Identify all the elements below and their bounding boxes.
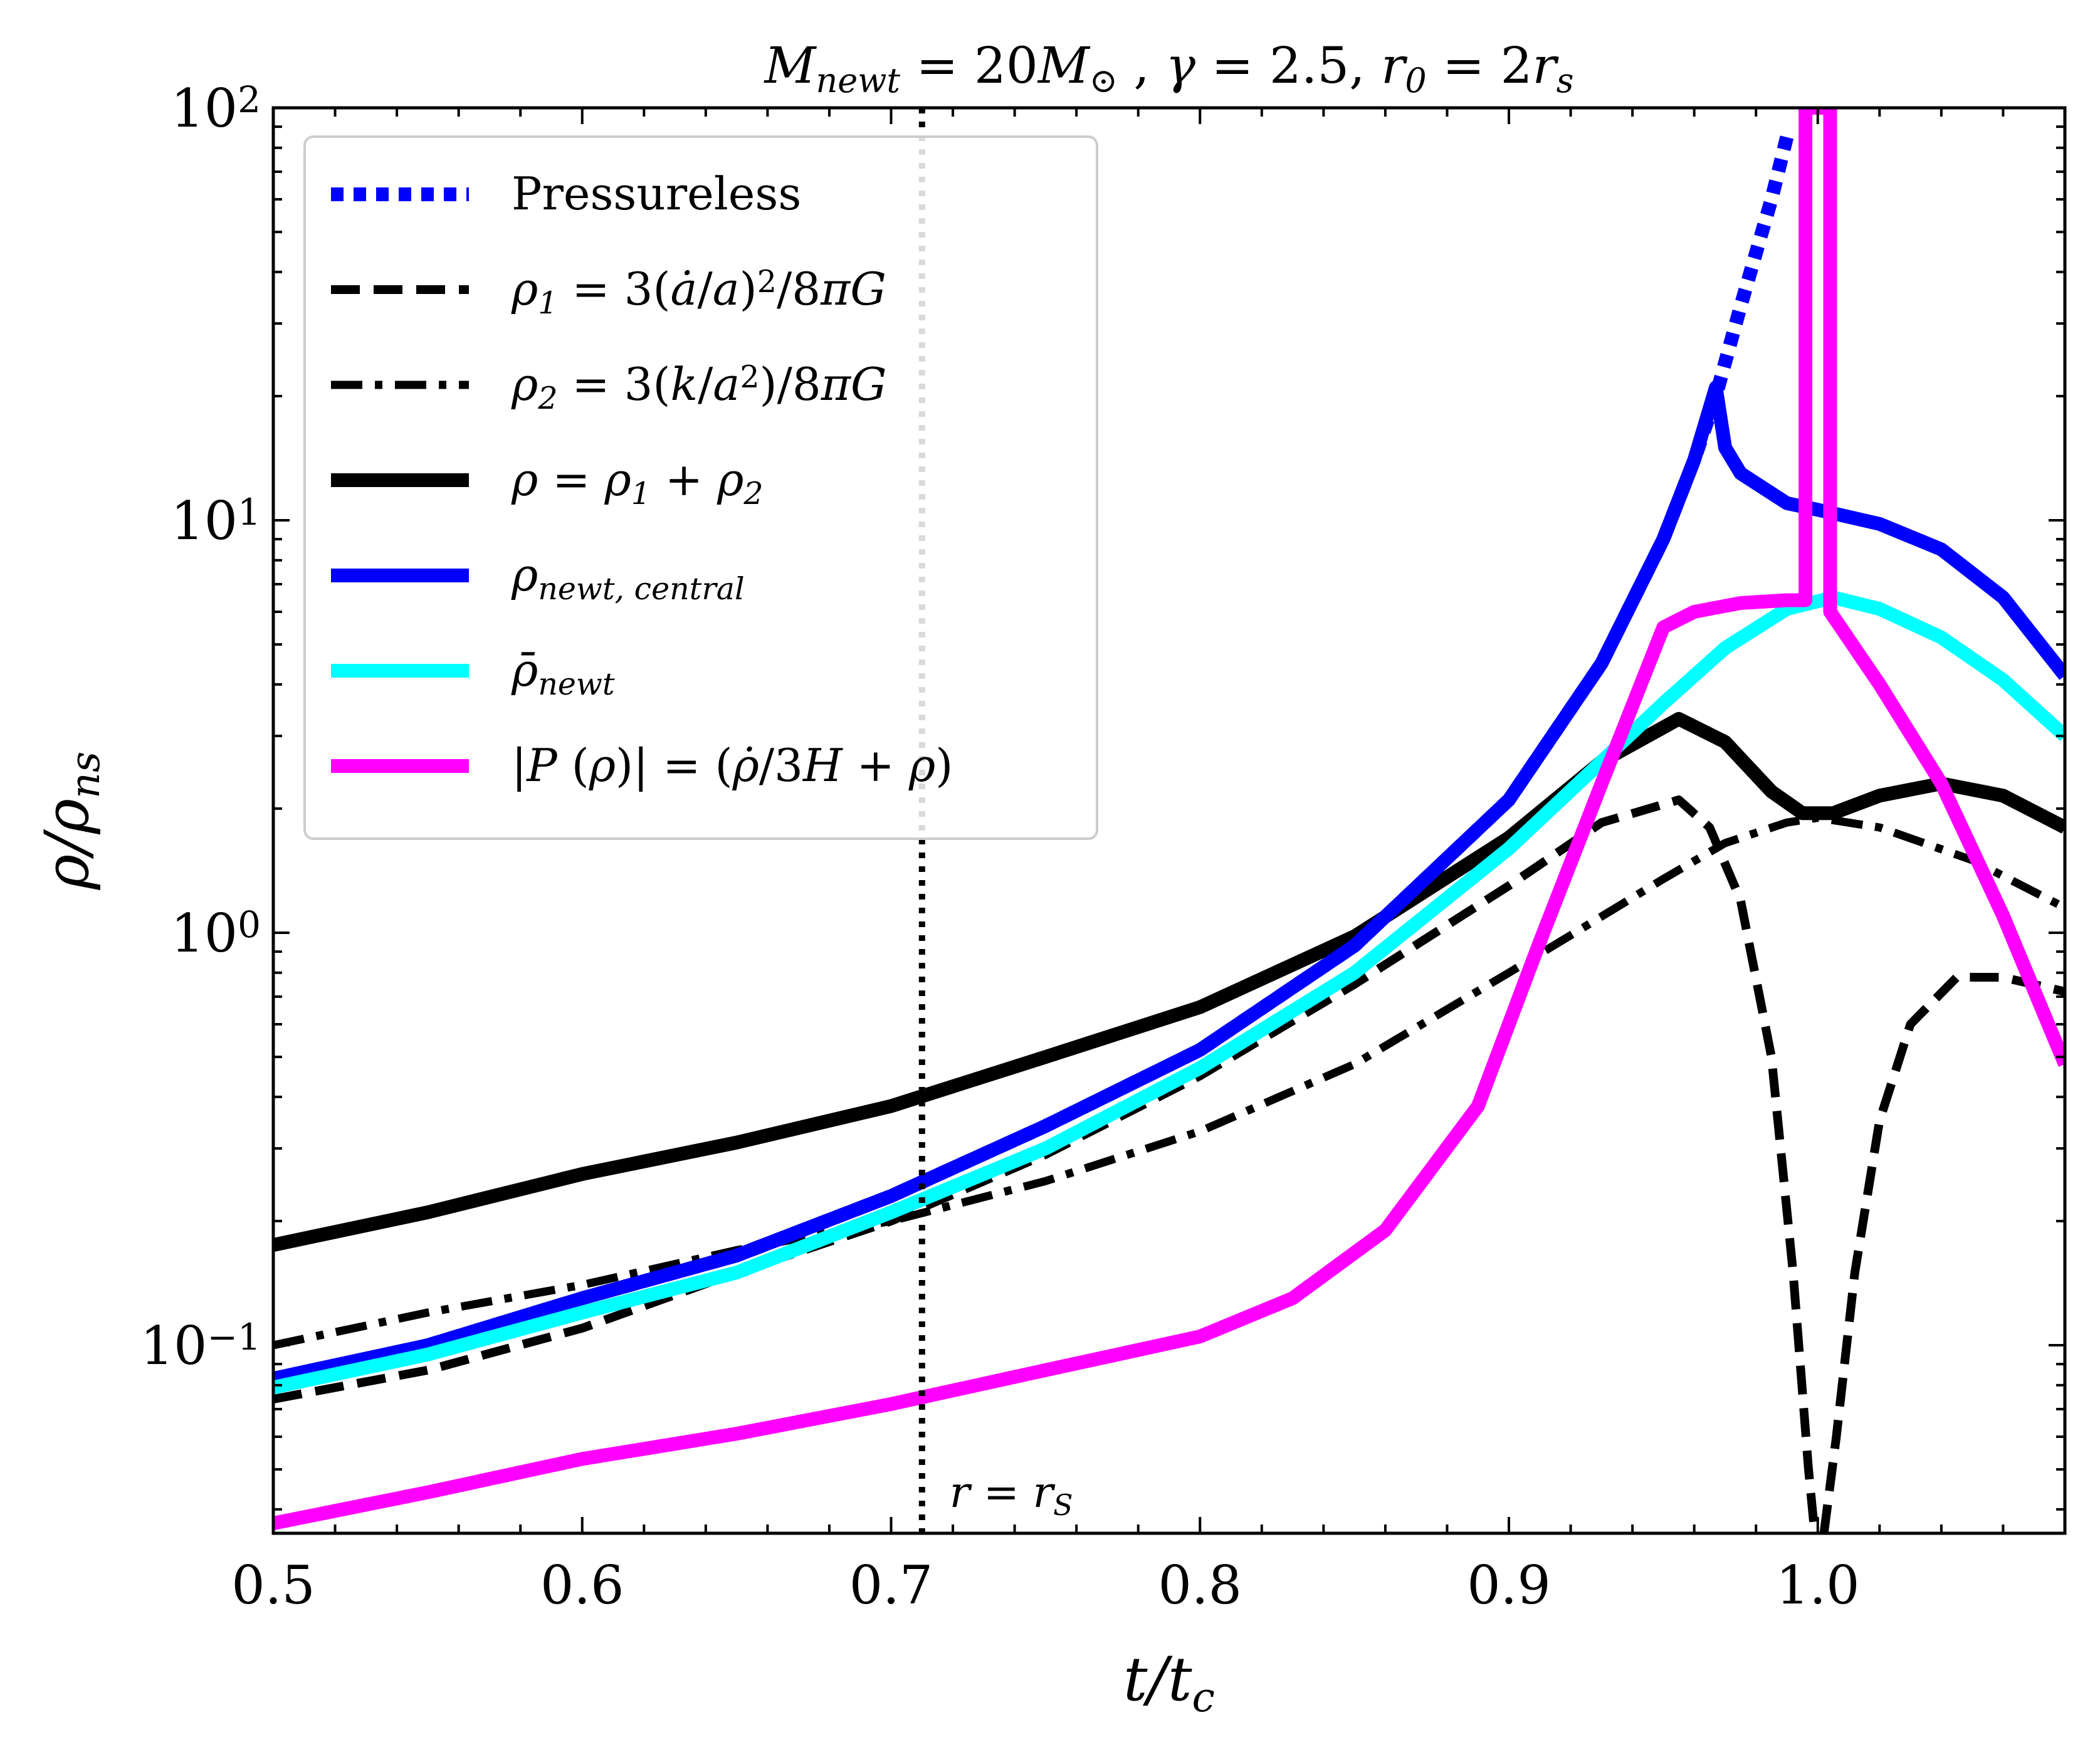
x-tick-label: 0.9: [1467, 1555, 1551, 1616]
series-line-rho_bar_newt: [273, 590, 2065, 1395]
legend-label-rho_newt_central: ρnewt, central: [511, 548, 745, 607]
legend-label-Pressureless: Pressureless: [512, 167, 801, 220]
legend: Pressureless ρ1 = 3(ȧ/a)2/8πG ρ2 = 3(k/a2)…: [303, 135, 1098, 840]
plot-area: [273, 108, 2065, 1533]
y-tick-label: 100: [171, 903, 261, 964]
y-tick-label: 101: [171, 490, 261, 552]
x-axis-label: t/tc: [1123, 1644, 1215, 1721]
series-line-rho2: [273, 814, 2065, 1350]
y-tick-label: 10−1: [140, 1315, 261, 1377]
axes: [271, 106, 2067, 1535]
series-line-rho_newt_central: [273, 380, 2065, 1385]
legend-label-rho_bar_newt: ρ̄newt: [511, 644, 615, 702]
legend-box: [303, 135, 1098, 840]
legend-label-rho: ρ = ρ1 + ρ2: [511, 453, 764, 512]
title-text: Mnewt = 20M⊙ , γ = 2.5, r0 = 2rs: [764, 36, 1574, 100]
y-tick-label: 102: [171, 78, 261, 139]
series-line-rho1: [273, 795, 1819, 1533]
axis-labels: 0.5 0.6 0.7 0.8 0.9 1.0 10−1 100 101 102 t/tc ρ/ρns: [32, 78, 1860, 1721]
legend-label-P_rho: |P (ρ)| = (ρ̇/3H + ρ): [512, 739, 953, 792]
y-axis-label: ρ/ρns: [32, 752, 109, 890]
x-tick-label: 1.0: [1776, 1555, 1860, 1616]
series-line-rho1-b: [1819, 973, 2065, 1533]
x-tick-label: 0.7: [849, 1555, 933, 1616]
series-line-P_rho: [273, 108, 2065, 1530]
legend-label-rho1: ρ1 = 3(ȧ/a)2/8πG: [511, 263, 886, 321]
x-tick-label: 0.8: [1158, 1555, 1242, 1616]
chart-title: Mnewt = 20M⊙ , γ = 2.5, r0 = 2rs: [764, 36, 1574, 100]
x-tick-label: 0.6: [540, 1555, 624, 1616]
legend-label-rho2: ρ2 = 3(k/a2)/8πG: [511, 358, 887, 416]
plot-frame: [271, 106, 2067, 1535]
ticks: [272, 107, 2066, 1533]
vline-label: r = rS: [950, 1468, 1073, 1522]
x-tick-label: 0.5: [231, 1555, 315, 1616]
